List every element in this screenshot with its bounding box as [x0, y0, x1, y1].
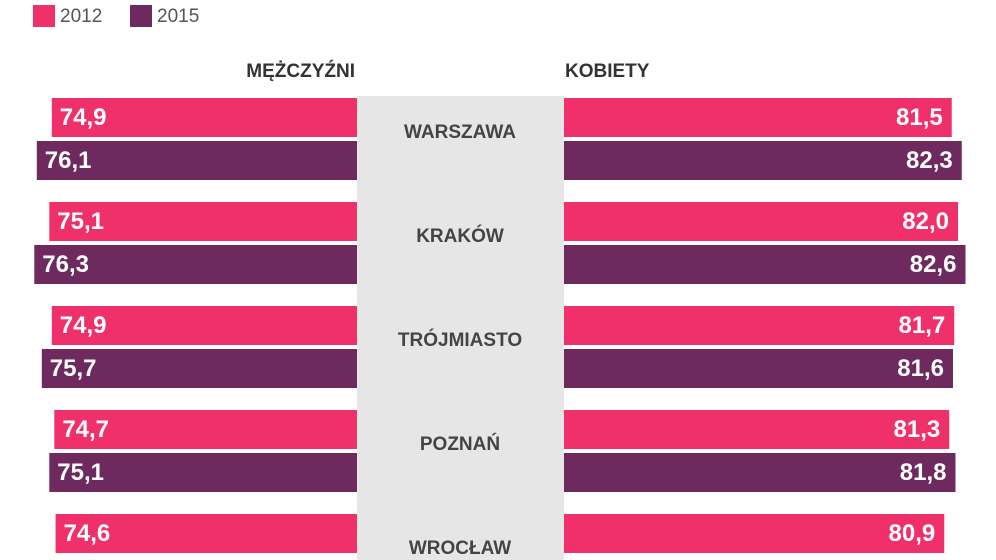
value-label: 81,3 [894, 416, 941, 443]
value-label: 80,9 [889, 520, 936, 547]
legend-swatch [33, 5, 55, 27]
value-label: 76,1 [45, 147, 92, 174]
value-label: 81,6 [897, 355, 944, 382]
category-label: WROCŁAW [409, 538, 511, 559]
bar [564, 141, 962, 180]
bar [564, 514, 945, 553]
category-label: TRÓJMIASTO [398, 329, 522, 351]
bar [564, 453, 956, 492]
value-label: 81,5 [896, 104, 943, 131]
bar [36, 141, 358, 180]
left-title: MĘŻCZYŹNI [246, 60, 355, 82]
value-label: 75,1 [57, 208, 104, 235]
value-label: 82,6 [910, 251, 957, 278]
bar [564, 410, 950, 449]
bar [564, 98, 952, 137]
category-label: WARSZAWA [404, 122, 516, 143]
value-label: 74,7 [62, 416, 109, 443]
value-label: 76,3 [42, 251, 89, 278]
legend-label: 2012 [60, 6, 102, 27]
bar [55, 514, 357, 553]
bar [49, 453, 357, 492]
value-label: 82,0 [902, 208, 949, 235]
bar [54, 410, 358, 449]
bar [49, 202, 357, 241]
bar [34, 245, 358, 284]
category-label: POZNAŃ [420, 433, 500, 455]
bar [564, 245, 966, 284]
value-label: 74,9 [60, 104, 107, 131]
value-label: 75,7 [50, 355, 97, 382]
right-title: KOBIETY [565, 61, 650, 82]
value-label: 81,7 [899, 312, 946, 339]
center-band [357, 96, 564, 560]
value-label: 75,1 [57, 459, 104, 486]
bar [564, 349, 953, 388]
value-label: 82,3 [906, 147, 953, 174]
bar [41, 349, 357, 388]
value-label: 81,8 [900, 459, 947, 486]
legend-label: 2015 [157, 6, 199, 27]
bar [564, 202, 958, 241]
value-label: 74,6 [64, 520, 111, 547]
legend-swatch [130, 5, 152, 27]
bar [51, 98, 357, 137]
bar [51, 306, 357, 345]
category-label: KRAKÓW [416, 225, 504, 247]
bar [564, 306, 955, 345]
value-label: 74,9 [60, 312, 107, 339]
